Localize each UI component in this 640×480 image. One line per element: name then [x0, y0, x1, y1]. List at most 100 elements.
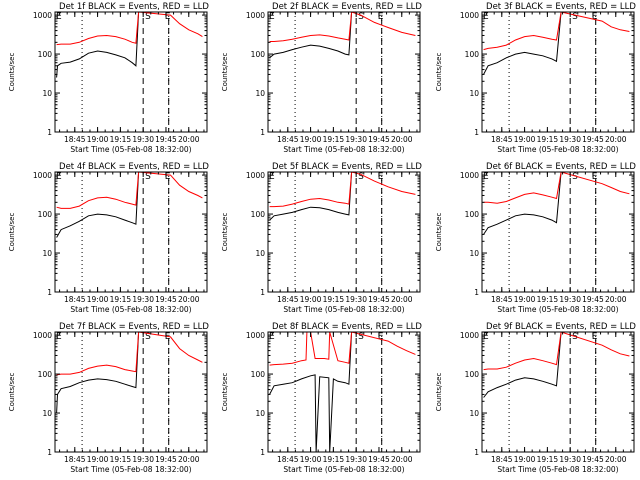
series-line-events — [483, 332, 562, 398]
y-tick-label: 10 — [42, 409, 52, 418]
x-tick-label: 19:15 — [110, 295, 132, 304]
y-tick-label: 100 — [38, 370, 53, 379]
series-line-lld — [56, 172, 203, 209]
x-tick-label: 19:45 — [368, 295, 390, 304]
x-tick-label: 19:00 — [87, 295, 109, 304]
panel-title: Det 8f BLACK = Events, RED = LLD — [272, 322, 422, 332]
left-edge-marker-label: E — [269, 332, 275, 342]
x-tick-label: 18:45 — [491, 135, 513, 144]
x-tick-label: 19:00 — [300, 455, 322, 464]
x-tick-label: 19:00 — [300, 135, 322, 144]
x-axis-label: Start Time (05-Feb-08 18:32:00) — [283, 145, 404, 154]
plot-frame — [481, 11, 635, 133]
series-line-events — [56, 12, 140, 78]
y-tick-label: 1 — [474, 128, 479, 137]
start-marker-label: S — [358, 332, 364, 342]
series-line-events — [483, 172, 562, 235]
left-edge-marker-label: E — [483, 172, 489, 182]
y-tick-label: 100 — [38, 210, 53, 219]
y-tick-label: 10 — [469, 89, 479, 98]
x-tick-label: 20:00 — [605, 295, 627, 304]
y-axis-label: Counts/sec — [221, 213, 229, 252]
x-axis-label: Start Time (05-Feb-08 18:32:00) — [497, 465, 618, 474]
x-tick-label: 19:00 — [514, 295, 536, 304]
x-axis-label: Start Time (05-Feb-08 18:32:00) — [283, 305, 404, 314]
left-edge-marker-label: E — [483, 332, 489, 342]
x-tick-label: 20:00 — [391, 295, 413, 304]
plot-frame — [54, 11, 208, 133]
x-tick-label: 20:00 — [178, 295, 200, 304]
y-tick-label: 1000 — [460, 171, 479, 180]
panel-title: Det 4f BLACK = Events, RED = LLD — [59, 162, 209, 172]
series-line-lld — [483, 172, 630, 204]
x-tick-label: 19:00 — [514, 135, 536, 144]
x-tick-label: 19:30 — [345, 135, 367, 144]
y-tick-label: 10 — [42, 89, 52, 98]
end-marker-label: E — [165, 172, 171, 182]
series-line-lld — [56, 12, 203, 46]
y-tick-label: 1000 — [246, 171, 265, 180]
series-line-lld — [269, 12, 416, 42]
x-tick-label: 19:30 — [559, 295, 581, 304]
series-line-lld — [56, 332, 203, 376]
x-tick-label: 19:15 — [323, 455, 345, 464]
end-marker-label: E — [165, 12, 171, 22]
y-tick-label: 100 — [251, 210, 266, 219]
start-marker-label: S — [358, 172, 364, 182]
x-axis-label: Start Time (05-Feb-08 18:32:00) — [283, 465, 404, 474]
y-tick-label: 100 — [251, 370, 266, 379]
x-axis-label: Start Time (05-Feb-08 18:32:00) — [497, 145, 618, 154]
x-axis-label: Start Time (05-Feb-08 18:32:00) — [70, 305, 191, 314]
x-tick-label: 18:45 — [491, 455, 513, 464]
x-tick-label: 20:00 — [178, 455, 200, 464]
y-axis-label: Counts/sec — [221, 53, 229, 92]
x-axis-label: Start Time (05-Feb-08 18:32:00) — [70, 465, 191, 474]
y-tick-label: 1000 — [460, 11, 479, 20]
x-tick-label: 19:00 — [87, 455, 109, 464]
x-tick-label: 19:30 — [559, 455, 581, 464]
x-axis-label: Start Time (05-Feb-08 18:32:00) — [70, 145, 191, 154]
x-axis-label: Start Time (05-Feb-08 18:32:00) — [497, 305, 618, 314]
x-tick-label: 19:45 — [582, 455, 604, 464]
end-marker-label: E — [592, 172, 598, 182]
y-tick-label: 1 — [474, 448, 479, 457]
series-line-lld — [483, 332, 630, 371]
panel-title: Det 9f BLACK = Events, RED = LLD — [486, 322, 636, 332]
y-tick-label: 10 — [469, 409, 479, 418]
x-tick-label: 19:15 — [537, 455, 559, 464]
y-tick-label: 1000 — [460, 331, 479, 340]
x-tick-label: 18:45 — [277, 455, 299, 464]
x-tick-label: 19:30 — [559, 135, 581, 144]
x-tick-label: 19:30 — [132, 295, 154, 304]
end-marker-label: E — [378, 12, 384, 22]
y-tick-label: 1 — [260, 128, 265, 137]
start-marker-label: S — [145, 172, 151, 182]
x-tick-label: 19:15 — [537, 295, 559, 304]
x-tick-label: 19:15 — [110, 455, 132, 464]
y-tick-label: 100 — [465, 210, 480, 219]
plot-frame — [481, 331, 635, 453]
x-tick-label: 20:00 — [605, 455, 627, 464]
y-axis-label: Counts/sec — [8, 53, 16, 92]
y-axis-label: Counts/sec — [8, 373, 16, 412]
y-tick-label: 100 — [251, 50, 266, 59]
y-axis-label: Counts/sec — [435, 213, 443, 252]
series-line-lld — [269, 172, 416, 208]
y-tick-label: 1 — [47, 128, 52, 137]
x-tick-label: 19:30 — [132, 135, 154, 144]
x-tick-label: 18:45 — [491, 295, 513, 304]
y-axis-label: Counts/sec — [221, 373, 229, 412]
y-tick-label: 10 — [255, 249, 265, 258]
panel-title: Det 1f BLACK = Events, RED = LLD — [59, 2, 209, 12]
x-tick-label: 19:30 — [132, 455, 154, 464]
end-marker-label: E — [378, 332, 384, 342]
y-tick-label: 100 — [465, 50, 480, 59]
end-marker-label: E — [165, 332, 171, 342]
